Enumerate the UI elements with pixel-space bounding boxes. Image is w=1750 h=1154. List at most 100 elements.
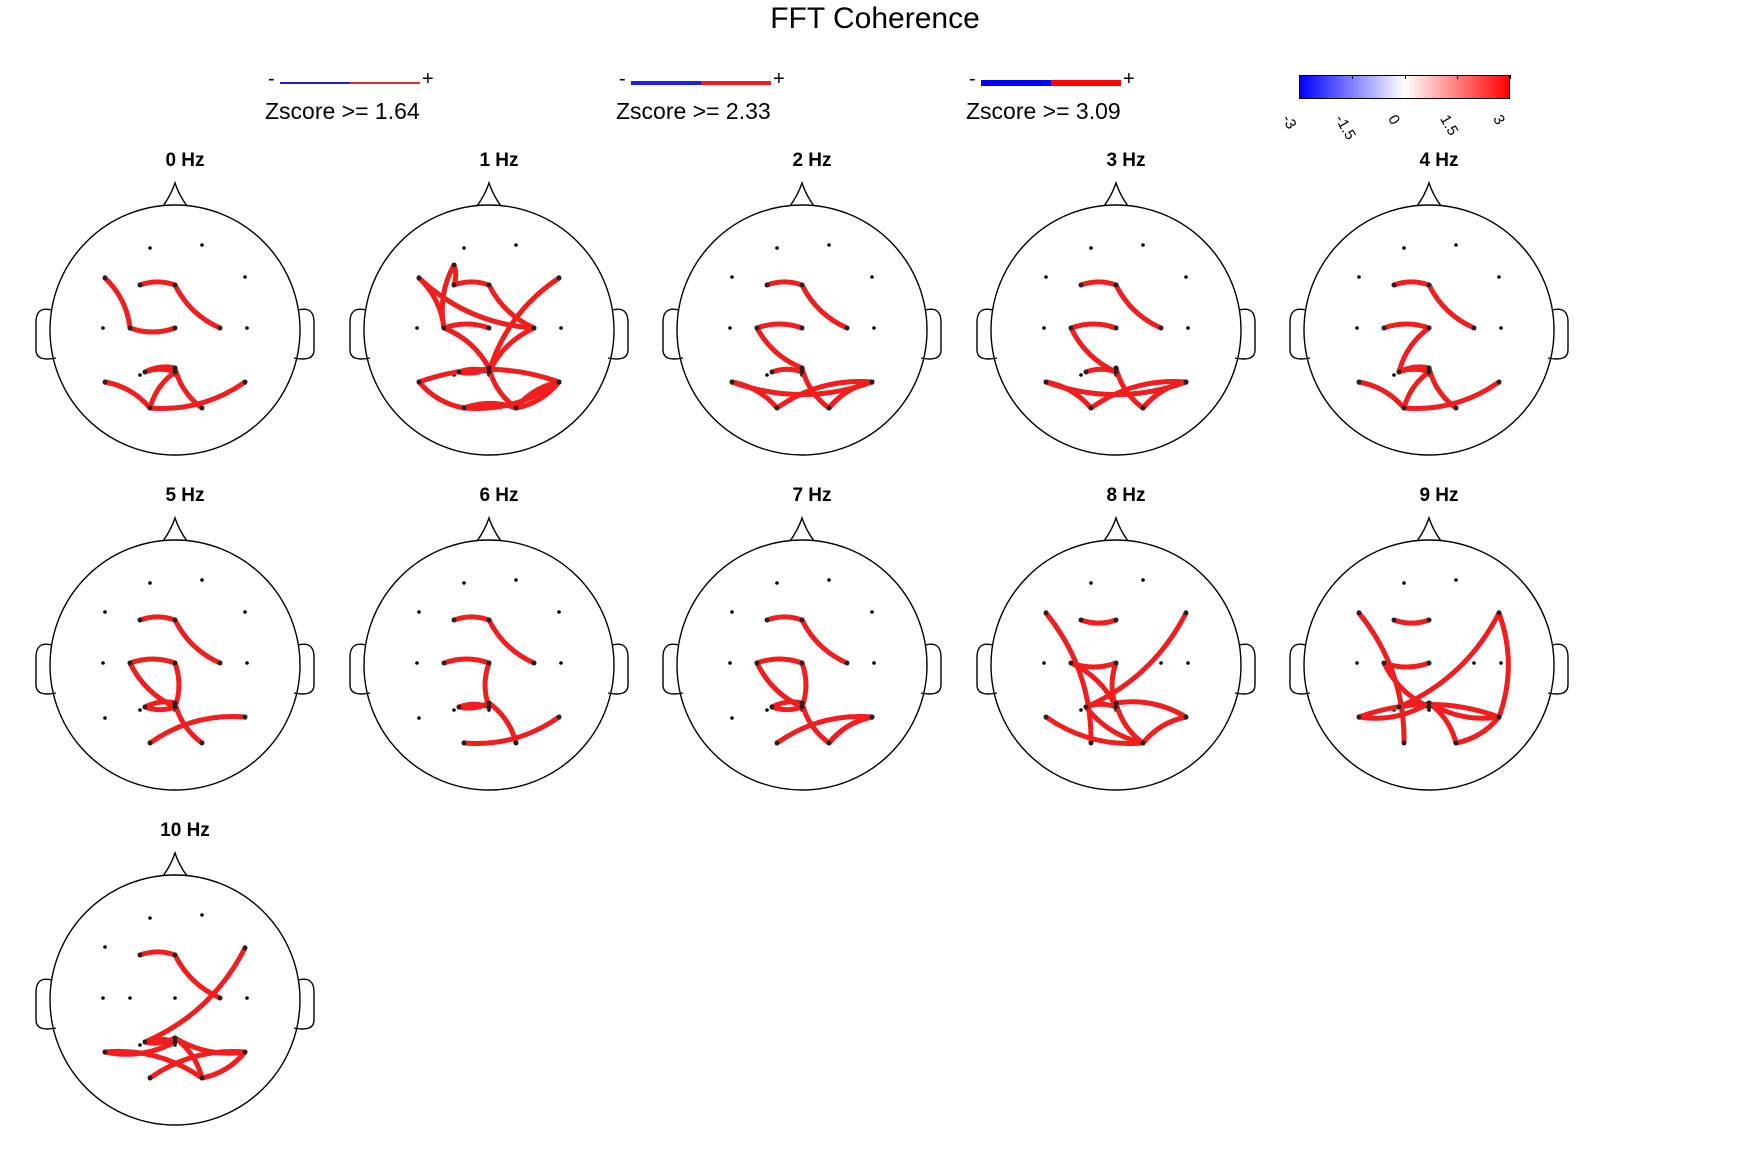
connection-endpoint [242,379,248,385]
electrode-dot [138,708,142,712]
connection-endpoint [799,282,805,288]
connection-endpoint [774,740,780,746]
connection-endpoint [147,740,153,746]
colorbar-tick-mark [1510,75,1511,79]
nose-outline [1103,515,1129,542]
coherence-connection [142,945,248,1045]
connection-endpoint [486,369,492,375]
nose-outline [789,180,815,207]
connection-endpoint [1426,282,1432,288]
panel-title: 9 Hz [1419,485,1459,506]
connection-endpoint [199,405,205,411]
right-ear-outline [607,308,629,360]
electrode-dot [103,945,107,949]
connection-endpoint [486,617,492,623]
connection-endpoint [1381,660,1387,666]
electrode-dot [200,913,204,917]
electrode-dot [1392,373,1396,377]
legend-plus: + [422,68,434,90]
connection-endpoint [172,282,178,288]
colorbar-tick-label: 3 [1489,112,1509,128]
connection-endpoint [1140,405,1146,411]
connection-endpoint [764,617,770,623]
coherence-connection [137,949,178,958]
connection-endpoint [1356,610,1362,616]
nose-outline [162,515,188,542]
connection-endpoint [1496,379,1502,385]
connection-endpoint [1113,617,1119,623]
electrode-dot [1044,275,1048,279]
connection-endpoint [416,275,422,281]
connection-endpoint [1113,660,1119,666]
electrode-dot [101,661,105,665]
panel-title: 4 Hz [1419,150,1459,171]
connection-endpoint [172,952,178,958]
electrode-dot [870,610,874,614]
connection-endpoint [1401,405,1407,411]
electrode-dot [730,716,734,720]
connection-endpoint [1078,617,1084,623]
left-ear-outline [349,308,371,360]
connection-endpoint [172,365,178,371]
coherence-connection [1078,617,1119,626]
connection-endpoint [764,282,770,288]
connection-endpoint [1113,369,1119,375]
electrode-dot [730,275,734,279]
connection-endpoint [1078,282,1084,288]
left-ear-outline [1289,308,1311,360]
electrode-dot [827,578,831,582]
coherence-connection [441,325,492,371]
connection-endpoint [451,282,457,288]
connection-endpoint [142,704,148,710]
connection-endpoint [1426,700,1432,706]
electrode-dot [243,610,247,614]
connection-endpoint [1183,379,1189,385]
connection-endpoint [1453,405,1459,411]
connection-endpoint [774,405,780,411]
left-ear-outline [662,308,684,360]
connection-endpoint [1043,610,1049,616]
coherence-connection [1088,379,1189,411]
coherence-connection [416,275,537,331]
connection-endpoint [799,365,805,371]
coherence-connection [1113,282,1164,331]
coherence-connection [486,275,562,375]
electrode-dot [101,326,105,330]
connection-endpoint [486,700,492,706]
coherence-connection [826,714,875,746]
connection-endpoint [513,740,519,746]
electrode-dot [870,275,874,279]
connection-endpoint [556,275,562,281]
electrode-dot [514,243,518,247]
connection-endpoint [754,660,760,666]
head-plot-panel: 7 Hz [662,485,957,791]
electrode-dot [103,610,107,614]
head-outline [49,874,301,1126]
electrode-dot [872,661,876,665]
panel-title: 10 Hz [160,820,210,841]
connection-endpoint [172,1039,178,1045]
connection-endpoint [217,995,223,1001]
head-plot [349,515,629,791]
connection-endpoint [1381,325,1387,331]
connection-endpoint [172,704,178,710]
connection-endpoint [172,325,178,331]
connection-endpoint [826,405,832,411]
coherence-connection [172,282,223,331]
nose-outline [789,515,815,542]
electrode-dot [148,581,152,585]
connection-endpoint [1426,704,1432,710]
electrode-dot [462,246,466,250]
electrode-dot [200,578,204,582]
coherence-connection [461,379,562,411]
coherence-connection [486,617,537,666]
head-plot [35,515,315,791]
electrode-dot [1186,661,1190,665]
electrode-dot [1079,373,1083,377]
coherence-connection [769,699,805,710]
panel-title: 0 Hz [165,150,205,171]
nose-outline [1416,180,1442,207]
connection-endpoint [137,617,143,623]
connection-endpoint [1391,617,1397,623]
colorbar-tick-label: 1.5 [1436,112,1462,139]
